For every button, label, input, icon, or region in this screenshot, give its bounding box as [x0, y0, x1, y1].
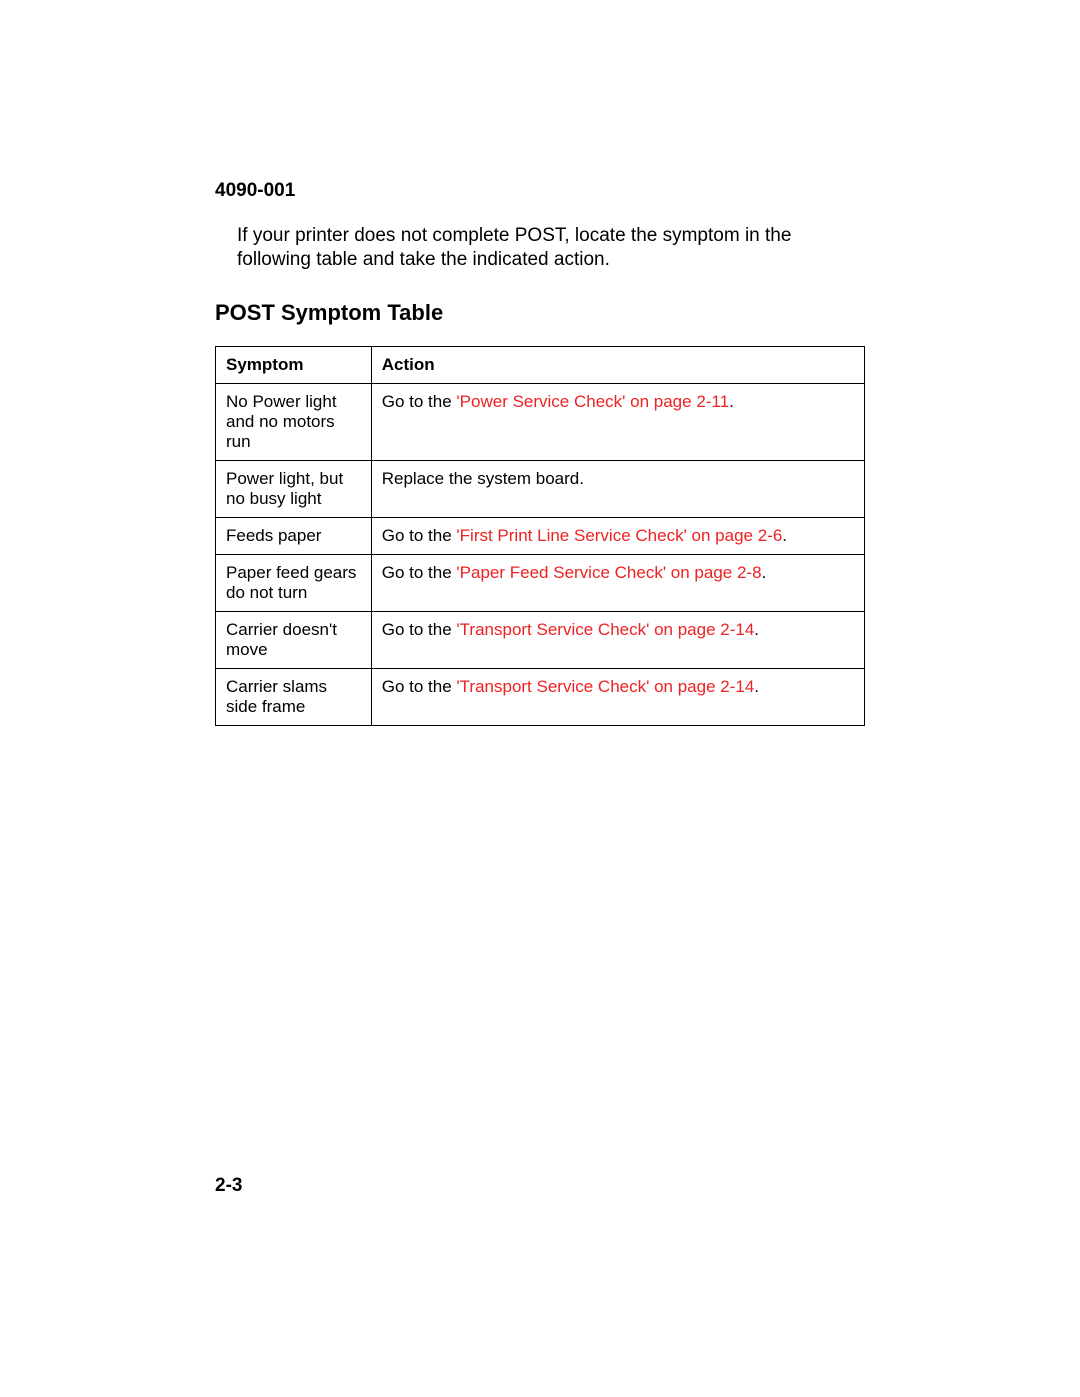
action-link[interactable]: 'Transport Service Check' on page 2-14	[456, 677, 754, 696]
action-suffix: .	[754, 677, 759, 696]
action-text: Replace the system board.	[382, 469, 584, 488]
table-row: Carrier doesn't move Go to the 'Transpor…	[216, 611, 865, 668]
symptom-cell: Carrier slams side frame	[216, 668, 372, 725]
action-suffix: .	[782, 526, 787, 545]
action-cell: Go to the 'First Print Line Service Chec…	[371, 517, 864, 554]
action-text: Go to the	[382, 677, 457, 696]
action-cell: Go to the 'Transport Service Check' on p…	[371, 668, 864, 725]
symptom-cell: No Power light and no motors run	[216, 383, 372, 460]
symptom-cell: Power light, but no busy light	[216, 460, 372, 517]
section-title: POST Symptom Table	[215, 300, 865, 326]
action-text: Go to the	[382, 392, 457, 411]
document-code: 4090-001	[215, 180, 865, 202]
symptom-cell: Paper feed gears do not turn	[216, 554, 372, 611]
action-link[interactable]: 'Power Service Check' on page 2-11	[456, 392, 729, 411]
page-content: 4090-001 If your printer does not comple…	[0, 0, 1080, 726]
table-row: Feeds paper Go to the 'First Print Line …	[216, 517, 865, 554]
action-text: Go to the	[382, 563, 457, 582]
table-row: Paper feed gears do not turn Go to the '…	[216, 554, 865, 611]
action-text: Go to the	[382, 526, 457, 545]
table-row: Power light, but no busy light Replace t…	[216, 460, 865, 517]
page-number: 2-3	[215, 1175, 242, 1197]
action-link[interactable]: 'Transport Service Check' on page 2-14	[456, 620, 754, 639]
table-row: Carrier slams side frame Go to the 'Tran…	[216, 668, 865, 725]
action-link[interactable]: 'First Print Line Service Check' on page…	[456, 526, 782, 545]
intro-paragraph: If your printer does not complete POST, …	[237, 224, 865, 272]
table-header-row: Symptom Action	[216, 346, 865, 383]
action-suffix: .	[762, 563, 767, 582]
action-cell: Replace the system board.	[371, 460, 864, 517]
header-action: Action	[371, 346, 864, 383]
action-link[interactable]: 'Paper Feed Service Check' on page 2-8	[456, 563, 761, 582]
symptom-table: Symptom Action No Power light and no mot…	[215, 346, 865, 726]
symptom-cell: Carrier doesn't move	[216, 611, 372, 668]
action-text: Go to the	[382, 620, 457, 639]
table-row: No Power light and no motors run Go to t…	[216, 383, 865, 460]
action-cell: Go to the 'Paper Feed Service Check' on …	[371, 554, 864, 611]
header-symptom: Symptom	[216, 346, 372, 383]
action-cell: Go to the 'Transport Service Check' on p…	[371, 611, 864, 668]
symptom-cell: Feeds paper	[216, 517, 372, 554]
action-cell: Go to the 'Power Service Check' on page …	[371, 383, 864, 460]
action-suffix: .	[729, 392, 734, 411]
action-suffix: .	[754, 620, 759, 639]
